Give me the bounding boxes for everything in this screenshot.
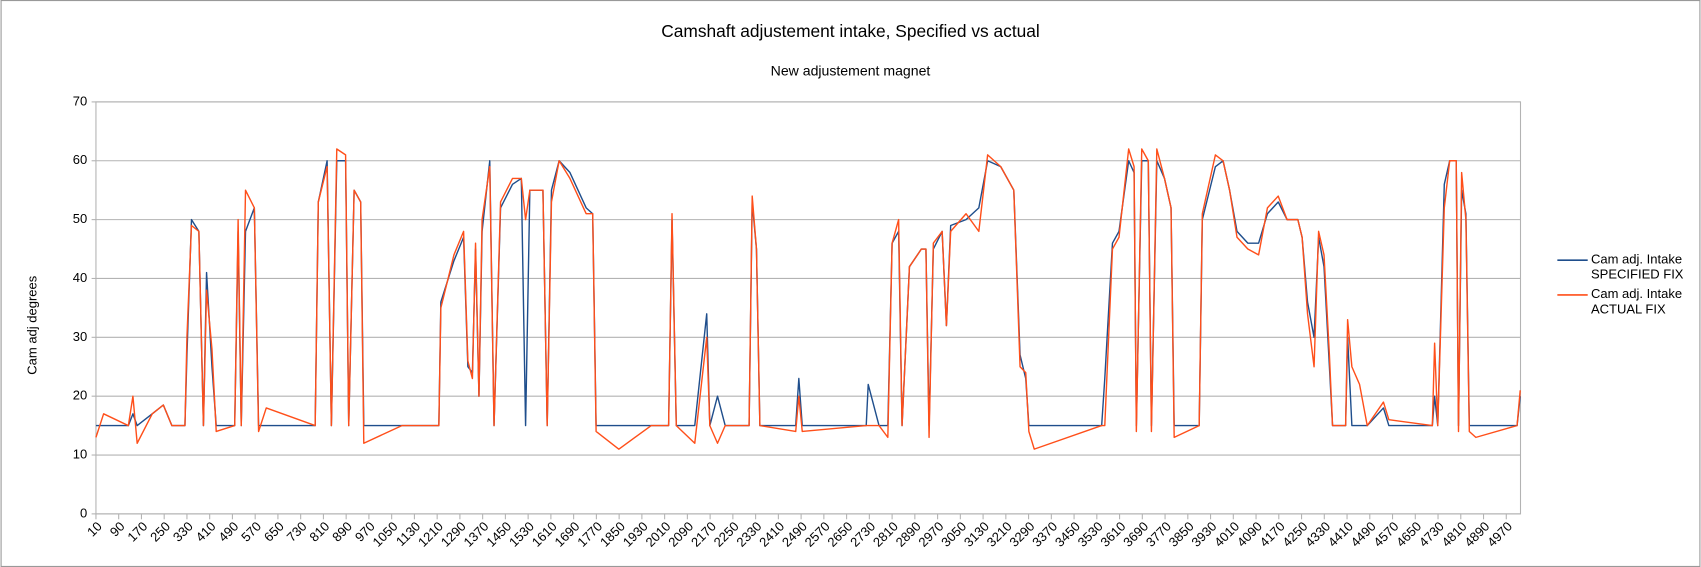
chart-subtitle: New adjustement magnet <box>771 62 931 78</box>
y-tick-label: 30 <box>73 329 87 344</box>
y-axis-label: Cam adj degrees <box>25 275 40 374</box>
y-tick-label: 70 <box>73 93 87 108</box>
y-tick-label: 60 <box>73 152 87 167</box>
legend-item: Cam adj. Intake SPECIFIED FIX <box>1590 251 1684 282</box>
y-tick-label: 50 <box>73 211 87 226</box>
chart-title: Camshaft adjustement intake, Specified v… <box>661 21 1040 41</box>
y-tick-label: 10 <box>73 446 87 461</box>
data-line <box>95 148 1521 450</box>
y-tick-label: 40 <box>73 270 87 285</box>
legend-label: Cam adj. Intake SPECIFIED FIX <box>1590 251 1684 282</box>
legend-item: Cam adj. Intake ACTUAL FIX <box>1590 286 1683 317</box>
y-tick-label: 0 <box>80 505 87 520</box>
legend-label: Cam adj. Intake ACTUAL FIX <box>1590 286 1683 317</box>
y-tick-label: 20 <box>73 388 87 403</box>
